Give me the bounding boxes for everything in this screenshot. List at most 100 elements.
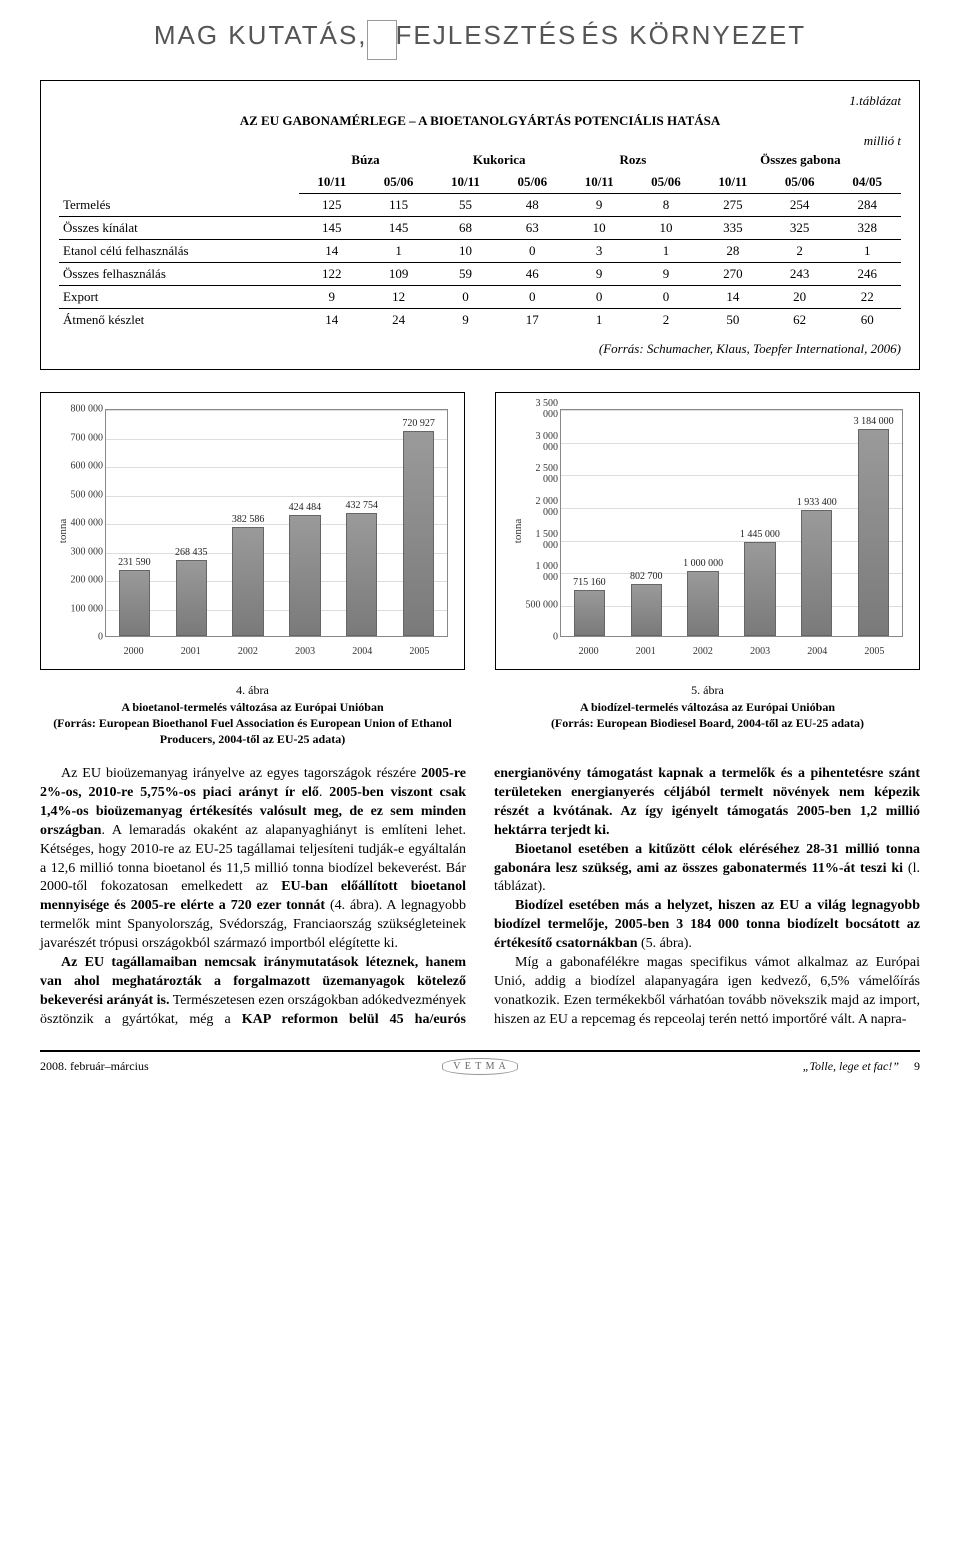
table-subcol: 04/05 bbox=[833, 171, 901, 194]
table-cell: 270 bbox=[700, 263, 766, 286]
table-cell: 145 bbox=[299, 217, 365, 240]
charts-row: tonna 231 590268 435382 586424 484432 75… bbox=[40, 392, 920, 670]
table-cell: 2 bbox=[632, 309, 699, 332]
chart-gridline bbox=[106, 467, 447, 468]
chart-bar-label: 3 184 000 bbox=[854, 416, 894, 427]
table-cell: 28 bbox=[700, 240, 766, 263]
table-cell: 12 bbox=[365, 286, 432, 309]
caption-left: 4. ábra A bioetanol-termelés változása a… bbox=[40, 682, 465, 747]
table-subcol: 05/06 bbox=[766, 171, 833, 194]
footer-logo-wrap: V E T M A bbox=[442, 1058, 517, 1075]
chart-bar-label: 424 484 bbox=[289, 502, 322, 513]
table-cell: 68 bbox=[432, 217, 498, 240]
chart-gridline bbox=[561, 606, 902, 607]
chart-gridline bbox=[561, 573, 902, 574]
page-header: MAG KUTATÁS, FEJLESZTÉS ÉS KÖRNYEZET bbox=[40, 20, 920, 60]
table-cell: 10 bbox=[432, 240, 498, 263]
footer-right: „Tolle, lege et fac!” 9 bbox=[518, 1059, 920, 1074]
chart-gridline bbox=[561, 541, 902, 542]
table-subcol: 05/06 bbox=[632, 171, 699, 194]
table-cell: 115 bbox=[365, 194, 432, 217]
chart-xtick: 2000 bbox=[124, 646, 144, 657]
table-cell: 62 bbox=[766, 309, 833, 332]
chart-right-plot: 715 160802 7001 000 0001 445 0001 933 40… bbox=[560, 409, 903, 637]
table-row: Termelés125115554898275254284 bbox=[59, 194, 901, 217]
footer-quote: „Tolle, lege et fac!” bbox=[803, 1059, 899, 1073]
table-cell: 328 bbox=[833, 217, 901, 240]
table-cell: 109 bbox=[365, 263, 432, 286]
data-table: Búza Kukorica Rozs Összes gabona 10/1105… bbox=[59, 149, 901, 331]
captions-row: 4. ábra A bioetanol-termelés változása a… bbox=[40, 682, 920, 747]
chart-ytick: 0 bbox=[65, 632, 103, 643]
chart-bar-label: 231 590 bbox=[118, 557, 151, 568]
table-cell: 0 bbox=[499, 240, 566, 263]
table-row: Etanol célú felhasználás141100312821 bbox=[59, 240, 901, 263]
caption-right-num: 5. ábra bbox=[691, 683, 724, 697]
chart-left-plot: 231 590268 435382 586424 484432 754720 9… bbox=[105, 409, 448, 637]
chart-ytick: 500 000 bbox=[65, 489, 103, 500]
table-subcol: 10/11 bbox=[700, 171, 766, 194]
table-subcol: 05/06 bbox=[499, 171, 566, 194]
table-subcol: 05/06 bbox=[365, 171, 432, 194]
table-subcol: 10/11 bbox=[299, 171, 365, 194]
chart-right: tonna 715 160802 7001 000 0001 445 0001 … bbox=[504, 401, 911, 661]
body-text: Az EU bioüzemanyag irányelve az egyes ta… bbox=[40, 765, 920, 1029]
body-p4: Biodízel esetében más a helyzet, hiszen … bbox=[494, 897, 920, 954]
chart-xtick: 2004 bbox=[807, 646, 827, 657]
table-cell: 46 bbox=[499, 263, 566, 286]
chart-gridline bbox=[106, 410, 447, 411]
chart-bar bbox=[801, 510, 832, 636]
table-cell: 125 bbox=[299, 194, 365, 217]
chart-left-box: tonna 231 590268 435382 586424 484432 75… bbox=[40, 392, 465, 670]
chart-xtick: 2005 bbox=[409, 646, 429, 657]
footer-date: 2008. február–március bbox=[40, 1059, 442, 1074]
table-row: Összes felhasználás122109594699270243246 bbox=[59, 263, 901, 286]
chart-bar-label: 1 445 000 bbox=[740, 529, 780, 540]
chart-ytick: 1 000 000 bbox=[520, 561, 558, 583]
chart-ytick: 2 500 000 bbox=[520, 463, 558, 485]
chart-ytick: 300 000 bbox=[65, 546, 103, 557]
chart-bar-label: 720 927 bbox=[402, 418, 435, 429]
chart-bar-label: 268 435 bbox=[175, 547, 208, 558]
chart-gridline bbox=[106, 439, 447, 440]
table-cell: 17 bbox=[499, 309, 566, 332]
table-row: Átmenő készlet142491712506260 bbox=[59, 309, 901, 332]
chart-bar bbox=[289, 515, 320, 636]
table-cell: 1 bbox=[365, 240, 432, 263]
header-decoration-box bbox=[367, 20, 397, 60]
chart-ytick: 0 bbox=[520, 632, 558, 643]
chart-right-box: tonna 715 160802 7001 000 0001 445 0001 … bbox=[495, 392, 920, 670]
table-cell: 14 bbox=[299, 240, 365, 263]
body-p5: Míg a gabonafélékre magas specifikus vám… bbox=[494, 954, 920, 1030]
caption-left-title: A bioetanol-termelés változása az Európa… bbox=[121, 700, 383, 714]
table-cell: 243 bbox=[766, 263, 833, 286]
chart-gridline bbox=[106, 610, 447, 611]
table-row: Export9120000142022 bbox=[59, 286, 901, 309]
chart-gridline bbox=[561, 410, 902, 411]
chart-xtick: 2001 bbox=[636, 646, 656, 657]
table-cell: 10 bbox=[566, 217, 632, 240]
table-row-label: Átmenő készlet bbox=[59, 309, 299, 332]
chart-gridline bbox=[561, 443, 902, 444]
table-header-empty bbox=[59, 149, 299, 194]
table-unit: millió t bbox=[59, 133, 901, 149]
caption-left-src: (Forrás: European Bioethanol Fuel Associ… bbox=[53, 716, 452, 746]
table-source: (Forrás: Schumacher, Klaus, Toepfer Inte… bbox=[59, 341, 901, 357]
table-cell: 10 bbox=[632, 217, 699, 240]
table-cell: 50 bbox=[700, 309, 766, 332]
table-cell: 275 bbox=[700, 194, 766, 217]
table-cell: 122 bbox=[299, 263, 365, 286]
table-cell: 14 bbox=[299, 309, 365, 332]
table-cell: 325 bbox=[766, 217, 833, 240]
chart-gridline bbox=[561, 508, 902, 509]
table-row-label: Termelés bbox=[59, 194, 299, 217]
chart-gridline bbox=[106, 496, 447, 497]
table-cell: 20 bbox=[766, 286, 833, 309]
table-cell: 9 bbox=[566, 263, 632, 286]
chart-bar bbox=[744, 542, 775, 636]
table-cell: 48 bbox=[499, 194, 566, 217]
table-cell: 254 bbox=[766, 194, 833, 217]
table-cell: 8 bbox=[632, 194, 699, 217]
chart-xtick: 2003 bbox=[750, 646, 770, 657]
table-cell: 284 bbox=[833, 194, 901, 217]
